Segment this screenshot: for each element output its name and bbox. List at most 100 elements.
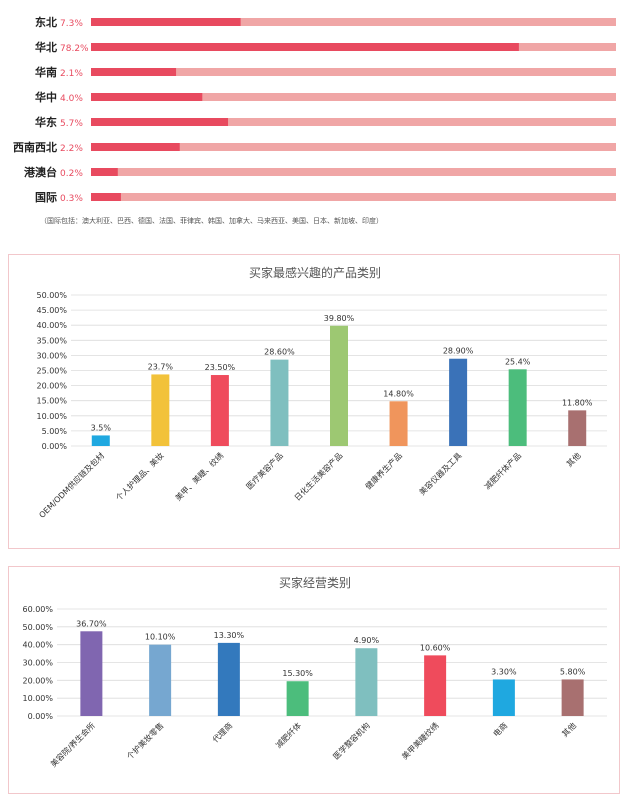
region-name: 华东 [35, 115, 57, 129]
data-label: 25.4% [505, 357, 531, 366]
x-tick-label: 减肥纤体产品 [482, 450, 523, 491]
y-tick-label: 40.00% [22, 641, 53, 650]
region-value: 0.2% [60, 169, 83, 179]
bar [355, 648, 378, 716]
y-tick-label: 45.00% [36, 306, 67, 315]
bar [80, 631, 103, 716]
bar [424, 655, 447, 716]
international-note: （国际包括：澳大利亚、巴西、德国、法国、菲律宾、韩国、加拿大、马来西亚、美国、日… [40, 217, 383, 225]
bar [270, 359, 289, 446]
y-tick-label: 20.00% [22, 676, 53, 685]
region-bar-track [91, 93, 616, 101]
x-tick-label: 代理商 [210, 720, 234, 744]
region-bar-fill [91, 168, 118, 176]
y-tick-label: 0.00% [42, 442, 68, 451]
region-value: 2.1% [60, 69, 83, 79]
region-value: 4.0% [60, 94, 83, 104]
product-interest-chart-panel: 买家最感兴趣的产品类别 0.00% 5.00% 10.00% 15.00% 20.00% 2… [8, 254, 620, 549]
x-tick-label: 美容仪器及工具 [417, 450, 464, 497]
x-tick-label: 美甲美睫纹绣 [400, 720, 441, 761]
y-tick-label: 0.00% [28, 712, 54, 721]
region-bar-track [91, 143, 616, 151]
business-type-chart-panel: 买家经营类别 0.00% 10.00% 20.00% 30.00% 40.00% 50.00… [8, 566, 620, 794]
data-label: 13.30% [214, 631, 245, 640]
data-label: 28.60% [264, 348, 295, 357]
x-tick-label: 医疗美容产品 [244, 450, 285, 491]
bar [449, 358, 468, 446]
y-tick-label: 30.00% [22, 659, 53, 668]
bar [91, 435, 110, 446]
bar [568, 410, 587, 446]
region-value: 2.2% [60, 144, 83, 154]
y-tick-label: 10.00% [36, 412, 67, 421]
region-name: 华北 [35, 40, 57, 54]
y-tick-label: 30.00% [36, 351, 67, 360]
bar [492, 679, 515, 716]
data-label: 10.60% [420, 643, 451, 652]
bar [286, 681, 309, 716]
x-tick-label: OEM/ODM供应链及包材 [37, 450, 107, 520]
y-tick-label: 35.00% [36, 336, 67, 345]
data-label: 3.5% [91, 423, 112, 432]
y-tick-label: 60.00% [22, 605, 53, 614]
data-label: 15.30% [282, 669, 313, 678]
data-label: 23.50% [205, 363, 236, 372]
x-tick-label: 其他 [560, 720, 578, 738]
data-label: 5.80% [560, 667, 586, 676]
y-tick-label: 25.00% [36, 367, 67, 376]
data-label: 36.70% [76, 619, 107, 628]
x-tick-label: 医学整容机构 [331, 720, 372, 761]
business-type-chart: 买家经营类别 0.00% 10.00% 20.00% 30.00% 40.00% 50.00… [22, 575, 607, 769]
x-tick-label: 美甲、美睫、纹绣 [173, 450, 225, 502]
bar [210, 375, 229, 446]
region-name: 西南西北 [13, 140, 57, 154]
data-label: 11.80% [562, 398, 593, 407]
data-label: 39.80% [324, 314, 355, 323]
region-name: 国际 [35, 190, 57, 204]
data-label: 23.7% [148, 362, 174, 371]
x-tick-label: 个人护理品、美妆 [113, 450, 165, 502]
x-tick-label: 电商 [491, 720, 509, 738]
data-label: 4.90% [354, 636, 380, 645]
y-tick-label: 20.00% [36, 382, 67, 391]
data-label: 10.10% [145, 633, 176, 642]
region-bar-fill [91, 193, 121, 201]
region-name: 华中 [35, 90, 57, 104]
bar [561, 679, 584, 716]
product-interest-chart: 买家最感兴趣的产品类别 0.00% 5.00% 10.00% 15.00% 20.00% 2… [36, 265, 607, 520]
region-bar-fill [91, 43, 519, 51]
region-bar-fill [91, 93, 203, 101]
region-bar-track [91, 68, 616, 76]
chart-title: 买家最感兴趣的产品类别 [249, 265, 381, 280]
region-bar-fill [91, 143, 180, 151]
region-bars: 东北 7.3% 华北 78.2% 华南 2.1% 华中 4.0% 华东 5.7% 西南西北 2.2% 港… [13, 15, 616, 204]
data-label: 28.90% [443, 347, 474, 356]
region-bar-track [91, 18, 616, 26]
data-label: 14.80% [383, 389, 414, 398]
region-bar-fill [91, 118, 229, 126]
x-tick-label: 健康养生产品 [363, 450, 404, 491]
bar [149, 644, 172, 716]
bar [389, 401, 408, 446]
x-tick-label: 个护美妆零售 [125, 720, 166, 761]
bar [330, 325, 348, 446]
region-distribution: 东北 7.3% 华北 78.2% 华南 2.1% 华中 4.0% 华东 5.7% 西南西北 2.2% 港… [0, 0, 632, 240]
y-tick-label: 40.00% [36, 321, 67, 330]
region-name: 港澳台 [24, 165, 57, 179]
bar [508, 369, 527, 446]
bar [151, 374, 170, 446]
region-bar-track [91, 168, 616, 176]
region-bar-fill [91, 68, 177, 76]
region-bar-track [91, 193, 616, 201]
y-tick-label: 50.00% [36, 291, 67, 300]
y-tick-label: 10.00% [22, 694, 53, 703]
y-tick-label: 15.00% [36, 397, 67, 406]
region-bar-fill [91, 18, 241, 26]
data-label: 3.30% [491, 667, 517, 676]
x-tick-label: 其他 [564, 450, 582, 468]
y-tick-label: 50.00% [22, 623, 53, 632]
region-bar-track [91, 118, 616, 126]
chart-title: 买家经营类别 [279, 575, 351, 590]
y-tick-label: 5.00% [42, 427, 68, 436]
x-tick-label: 日化生活美容产品 [292, 450, 344, 502]
